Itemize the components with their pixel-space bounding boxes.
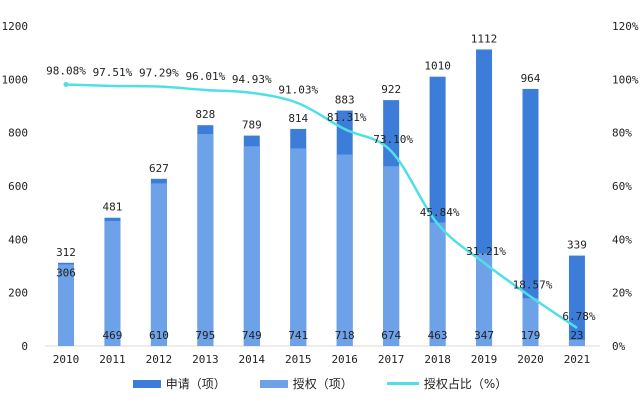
bar-granted <box>476 253 493 346</box>
bar-granted <box>197 134 214 346</box>
x-tick-label: 2017 <box>378 353 405 366</box>
legend-label: 授权（项） <box>292 377 353 391</box>
data-label-granted: 23 <box>570 329 583 342</box>
legend-swatch <box>132 379 161 388</box>
x-tick-label: 2011 <box>99 353 126 366</box>
bar-granted <box>429 222 446 346</box>
line-ratio <box>65 83 578 329</box>
data-label-applications: 789 <box>242 119 262 132</box>
data-label-ratio: 45.84% <box>420 206 460 219</box>
data-label-ratio: 96.01% <box>185 70 225 83</box>
data-label-applications: 828 <box>195 108 215 121</box>
y2-tick-label: 60% <box>612 180 632 193</box>
bar-applications <box>522 88 539 346</box>
bar-granted <box>104 220 121 346</box>
y-tick-label: 400 <box>8 233 28 246</box>
data-label-granted: 469 <box>103 329 123 342</box>
x-tick-label: 2012 <box>146 353 173 366</box>
y-tick-label: 600 <box>8 180 28 193</box>
data-label-applications: 627 <box>149 162 169 175</box>
data-label-applications: 481 <box>103 201 123 214</box>
y2-tick-label: 40% <box>612 233 632 246</box>
data-label-ratio: 18.57% <box>513 278 553 291</box>
y-tick-label: 200 <box>8 287 28 300</box>
data-label-ratio: 81.31% <box>327 111 367 124</box>
x-tick-label: 2015 <box>285 353 312 366</box>
data-label-applications: 964 <box>521 72 541 85</box>
legend-line <box>386 382 419 385</box>
y2-tick-label: 100% <box>612 73 639 86</box>
bar-granted <box>58 264 74 346</box>
y2-tick-label: 120% <box>612 20 639 33</box>
data-label-granted: 749 <box>242 329 262 342</box>
data-label-granted: 795 <box>195 329 215 342</box>
line-point-ratio <box>63 81 69 87</box>
bar-granted <box>522 298 539 346</box>
legend-swatch <box>259 379 288 388</box>
data-label-applications: 1112 <box>471 32 498 45</box>
y-tick-label: 800 <box>8 127 28 140</box>
data-label-granted: 306 <box>56 266 76 279</box>
data-label-granted: 463 <box>428 329 448 342</box>
data-label-ratio: 97.51% <box>93 66 133 79</box>
legend-item-ratio: 授权占比（%） <box>386 375 508 392</box>
x-tick-label: 2020 <box>517 353 544 366</box>
bar-granted <box>383 166 400 346</box>
x-tick-label: 2021 <box>564 353 591 366</box>
x-tick-label: 2016 <box>331 353 358 366</box>
x-tick-label: 2018 <box>424 353 451 366</box>
data-label-applications: 922 <box>381 83 401 96</box>
x-tick-label: 2010 <box>53 353 80 366</box>
x-tick-label: 2013 <box>192 353 219 366</box>
y-tick-label: 1000 <box>2 73 29 86</box>
data-label-ratio: 31.21% <box>466 245 506 258</box>
legend-item-granted: 授权（项） <box>259 375 353 392</box>
y2-tick-label: 0% <box>612 340 626 353</box>
data-label-granted: 610 <box>149 329 169 342</box>
y-tick-label: 0 <box>21 340 28 353</box>
y2-tick-label: 20% <box>612 287 632 300</box>
data-label-applications: 1010 <box>424 60 451 73</box>
data-label-granted: 741 <box>288 329 308 342</box>
bar-granted <box>150 183 167 346</box>
data-label-ratio: 6.78% <box>562 310 595 323</box>
data-label-ratio: 91.03% <box>278 83 318 96</box>
data-label-applications: 814 <box>288 112 308 125</box>
y2-tick-label: 80% <box>612 127 632 140</box>
data-label-applications: 883 <box>335 94 355 107</box>
bar-granted <box>336 154 353 346</box>
data-label-granted: 718 <box>335 329 355 342</box>
data-label-granted: 179 <box>521 329 541 342</box>
bar-applications <box>568 255 585 346</box>
bar-granted <box>243 146 260 346</box>
data-label-applications: 312 <box>56 246 76 259</box>
data-label-granted: 674 <box>381 329 401 342</box>
x-tick-label: 2019 <box>471 353 498 366</box>
legend-label: 授权占比（%） <box>423 377 508 391</box>
bar-granted <box>568 339 585 346</box>
x-tick-label: 2014 <box>239 353 266 366</box>
data-label-ratio: 94.93% <box>232 73 272 86</box>
data-label-granted: 347 <box>474 329 494 342</box>
legend-item-applications: 申请（项） <box>132 375 226 392</box>
legend: 申请（项） 授权（项） 授权占比（%） <box>0 375 640 392</box>
bar-granted <box>290 148 307 346</box>
data-label-ratio: 73.10% <box>373 133 413 146</box>
data-label-ratio: 97.29% <box>139 67 179 80</box>
y-tick-label: 1200 <box>2 20 29 33</box>
legend-label: 申请（项） <box>165 377 226 391</box>
data-label-applications: 339 <box>567 239 587 252</box>
data-label-ratio: 98.08% <box>46 64 86 77</box>
